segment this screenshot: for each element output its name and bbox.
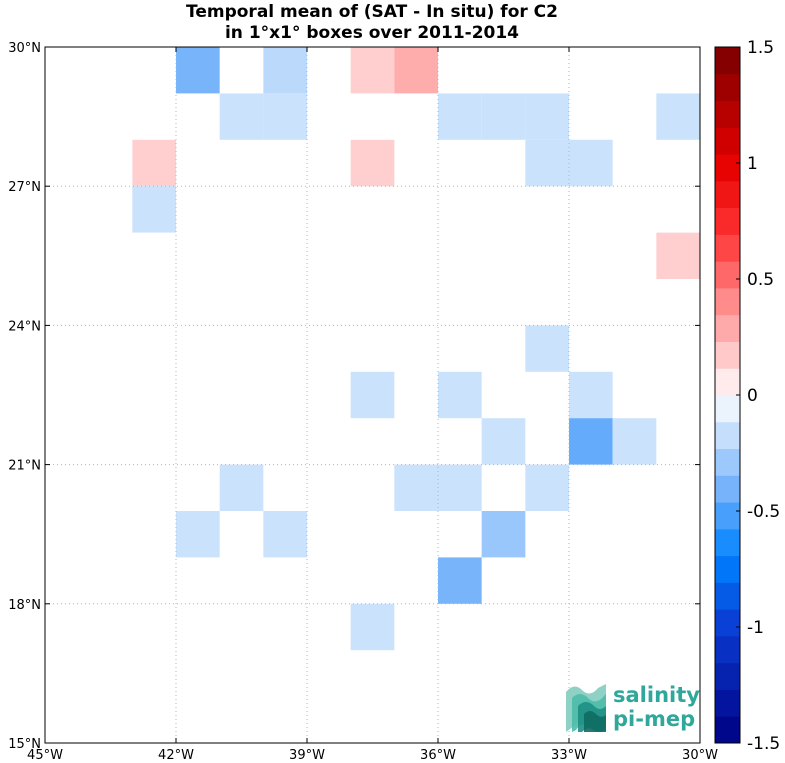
colorbar-segment bbox=[715, 555, 740, 583]
heatmap-cell bbox=[525, 325, 569, 372]
chart-title: Temporal mean of (SAT - In situ) for C2i… bbox=[186, 2, 558, 43]
heatmap-cell bbox=[219, 93, 264, 140]
x-tick-label: 42°W bbox=[158, 748, 194, 763]
colorbar: -1.5 -1 -0.5 0 0.5 1 1.5 bbox=[714, 38, 780, 754]
heatmap-cell bbox=[525, 464, 569, 511]
wave-icon bbox=[566, 684, 606, 732]
colorbar-segment bbox=[715, 609, 740, 637]
y-tick-label: 30°N bbox=[8, 41, 41, 56]
heatmap-cell bbox=[350, 47, 395, 94]
heatmap-cell bbox=[438, 464, 482, 511]
x-tick-label: 36°W bbox=[420, 748, 456, 763]
heatmap-cell bbox=[481, 418, 526, 465]
heatmap-cell bbox=[176, 47, 220, 94]
heatmap-cell bbox=[350, 603, 395, 651]
colorbar-segment bbox=[715, 502, 740, 530]
colorbar-segment bbox=[715, 448, 740, 476]
heatmap-cell bbox=[350, 139, 395, 187]
heatmap-cell bbox=[438, 557, 482, 604]
colorbar-segment bbox=[715, 475, 740, 503]
heatmap-cell bbox=[176, 511, 220, 558]
colorbar-segment bbox=[715, 635, 740, 664]
colorbar-segment bbox=[715, 314, 740, 342]
colorbar-segment bbox=[715, 234, 740, 262]
heatmap-cell bbox=[612, 418, 657, 465]
heatmap-cell bbox=[132, 186, 176, 233]
grid-lines bbox=[45, 47, 700, 743]
colorbar-segment bbox=[715, 716, 740, 744]
salinity-pimep-logo: salinity pi-mep bbox=[566, 683, 700, 732]
heatmap-cell bbox=[132, 139, 176, 187]
colorbar-segment bbox=[715, 100, 740, 128]
chart-title-line-2: in 1°x1° boxes over 2011-2014 bbox=[225, 23, 519, 43]
colorbar-tick-label: 0 bbox=[747, 386, 758, 406]
heatmap-cell bbox=[219, 464, 264, 511]
heatmap-cell bbox=[525, 139, 569, 187]
heatmap-cell bbox=[438, 371, 482, 419]
colorbar-segment bbox=[715, 528, 740, 557]
colorbar-segment bbox=[715, 287, 740, 316]
y-tick-label: 15°N bbox=[8, 737, 41, 752]
colorbar-segment bbox=[715, 154, 740, 182]
heatmap-cell bbox=[394, 47, 438, 94]
x-tick-label: 33°W bbox=[551, 748, 587, 763]
colorbar-segment bbox=[715, 127, 740, 155]
heatmap-cell bbox=[569, 418, 613, 465]
plot-frame bbox=[44, 46, 701, 744]
heatmap-cell bbox=[656, 232, 700, 279]
colorbar-segment bbox=[715, 47, 740, 75]
colorbar-tick-label: 0.5 bbox=[747, 270, 774, 290]
colorbar-segment bbox=[715, 73, 740, 102]
heatmap-cell bbox=[569, 139, 613, 187]
x-tick-label: 30°W bbox=[682, 748, 718, 763]
logo-line1: salinity bbox=[613, 683, 700, 707]
colorbar-tick-label: 1.5 bbox=[747, 38, 774, 58]
colorbar-segment bbox=[715, 662, 740, 690]
colorbar-tick-label: 1 bbox=[747, 154, 758, 174]
axis-ticks: 45°W 42°W 39°W 36°W 33°W 30°W 15°N 18°N 21°N 24°N… bbox=[8, 41, 718, 763]
colorbar-segment bbox=[715, 341, 740, 369]
logo-line2: pi-mep bbox=[613, 707, 695, 731]
heatmap-cell bbox=[394, 464, 438, 511]
heatmap-cell bbox=[438, 93, 482, 140]
heatmap-cell bbox=[525, 93, 569, 140]
heatmap-cell bbox=[481, 511, 526, 558]
colorbar-segment bbox=[715, 368, 740, 396]
heatmap-cell bbox=[350, 371, 395, 419]
heatmap-cell bbox=[263, 47, 307, 94]
colorbar-tick-label: -1 bbox=[747, 618, 764, 638]
heatmap-cell bbox=[569, 371, 613, 419]
colorbar-segment bbox=[715, 207, 740, 235]
colorbar-segment bbox=[715, 261, 740, 289]
colorbar-segment bbox=[715, 421, 740, 450]
heatmap-cell bbox=[656, 93, 700, 140]
x-tick-label: 39°W bbox=[289, 748, 325, 763]
colorbar-tick-label: -0.5 bbox=[747, 502, 780, 522]
colorbar-segment bbox=[715, 689, 740, 717]
heatmap-cell bbox=[263, 93, 307, 140]
y-tick-label: 27°N bbox=[8, 180, 41, 195]
colorbar-segment bbox=[715, 582, 740, 610]
colorbar-segment bbox=[715, 180, 740, 209]
colorbar-tick-label: -1.5 bbox=[747, 734, 780, 754]
y-tick-label: 18°N bbox=[8, 598, 41, 613]
colorbar-segment bbox=[715, 395, 740, 423]
chart-title-line-1: Temporal mean of (SAT - In situ) for C2 bbox=[186, 2, 558, 22]
heatmap-cells bbox=[132, 47, 700, 651]
heatmap-cell bbox=[481, 93, 526, 140]
y-tick-label: 21°N bbox=[8, 459, 41, 474]
y-tick-label: 24°N bbox=[8, 319, 41, 334]
heatmap-cell bbox=[263, 511, 307, 558]
x-tick-label: 45°W bbox=[27, 748, 63, 763]
